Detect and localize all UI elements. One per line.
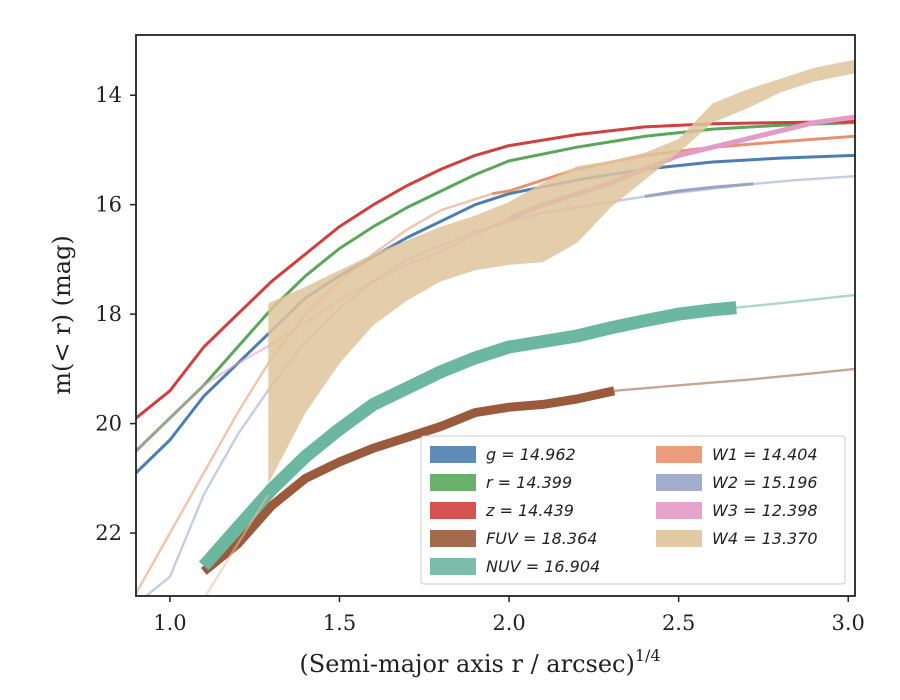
plot-frame xyxy=(135,34,856,597)
legend-swatch-w3 xyxy=(656,502,702,519)
legend-swatch-fuv xyxy=(430,530,476,547)
legend-swatch-g xyxy=(430,446,476,463)
legend-label-w1: W1 = 14.404 xyxy=(712,445,818,464)
x-tick-label: 3.0 xyxy=(832,611,865,635)
legend-label-z: z = 14.439 xyxy=(485,501,574,520)
x-tick-label: 1.5 xyxy=(323,611,356,635)
series-r-line xyxy=(136,121,855,453)
legend-swatch-nuv xyxy=(430,558,476,575)
legend-label-fuv: FUV = 18.364 xyxy=(486,529,597,548)
series-nuv-faint-line xyxy=(736,293,855,309)
legend-swatch-z xyxy=(430,502,476,519)
x-tick-label: 2.0 xyxy=(492,611,525,635)
series-fuv-faint-line xyxy=(614,367,855,392)
legend: g = 14.962 r = 14.399 z = 14.439 FUV = 18.3… xyxy=(420,435,846,585)
y-tick-label: 16 xyxy=(95,193,122,217)
legend-swatch-w1 xyxy=(656,446,702,463)
y-tick-label: 18 xyxy=(95,302,122,326)
series-w2-line xyxy=(644,182,754,198)
y-tick-label: 22 xyxy=(95,521,122,545)
series-g-line xyxy=(136,153,855,474)
legend-label-w4: W4 = 13.370 xyxy=(712,529,818,548)
legend-label-g: g = 14.962 xyxy=(486,445,576,464)
legend-box xyxy=(420,435,846,585)
x-axis-label: (Semi-major axis r / arcsec)1/4 xyxy=(299,646,660,678)
series-nuv-line xyxy=(198,301,737,571)
legend-entries: g = 14.962 r = 14.399 z = 14.439 FUV = 18.3… xyxy=(430,445,818,576)
legend-swatch-w4 xyxy=(656,530,702,547)
x-axis-label-exponent: 1/4 xyxy=(635,646,661,665)
plot-area xyxy=(136,59,855,596)
legend-label-w2: W2 = 15.196 xyxy=(712,473,818,492)
x-tick-label: 1.0 xyxy=(153,611,186,635)
legend-swatch-w2 xyxy=(656,474,702,491)
legend-label-nuv: NUV = 16.904 xyxy=(486,557,600,576)
y-tick-label: 14 xyxy=(95,83,122,107)
legend-label-r: r = 14.399 xyxy=(486,473,572,492)
series-w4-band xyxy=(268,59,855,484)
axis-ticks: 1.0 1.5 2.0 2.5 3.0 14 16 18 20 22 xyxy=(95,83,865,635)
x-tick-label: 2.5 xyxy=(662,611,695,635)
legend-swatch-r xyxy=(430,474,476,491)
y-axis-label: m(< r) (mag) xyxy=(48,235,76,394)
series-z-line xyxy=(136,120,855,420)
x-axis-label-text: (Semi-major axis r / arcsec) xyxy=(299,650,634,678)
y-tick-label: 20 xyxy=(95,412,122,436)
legend-label-w3: W3 = 12.398 xyxy=(712,501,818,520)
series-w4-faint-line xyxy=(204,494,270,596)
series-fuv-line xyxy=(200,386,616,575)
